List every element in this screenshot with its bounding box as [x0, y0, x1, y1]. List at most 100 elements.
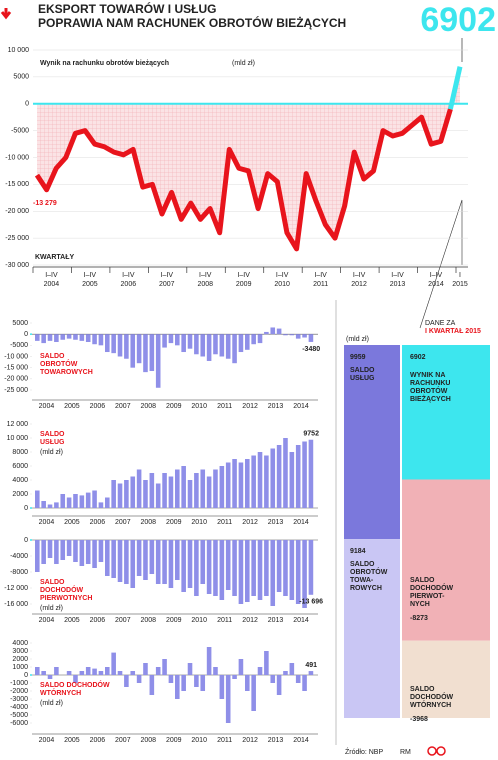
bar — [35, 540, 40, 572]
data-label: -3480 — [302, 346, 320, 353]
bar — [105, 540, 110, 576]
bar — [251, 675, 256, 711]
bar — [168, 334, 174, 344]
stack-segment — [402, 345, 490, 480]
y-tick-label: -5000 — [11, 127, 29, 134]
bar — [136, 540, 142, 576]
bar — [187, 480, 193, 508]
bar — [175, 469, 180, 508]
bar — [111, 480, 116, 508]
panel-title: DOCHODÓW — [40, 585, 84, 594]
y-tick-label: -5000 — [10, 712, 28, 719]
bar — [264, 455, 269, 508]
bar — [79, 495, 85, 508]
data-label: 491 — [305, 662, 317, 669]
bar — [219, 466, 225, 508]
bar — [295, 540, 301, 604]
bar — [308, 671, 314, 675]
bar — [245, 675, 250, 691]
bar — [257, 452, 263, 508]
bar — [136, 675, 142, 683]
bar — [194, 540, 199, 596]
x-tick-label: 2010 — [191, 403, 207, 410]
chart-subtitle: Wynik na rachunku obrotów bieżących — [40, 60, 169, 67]
author: RM — [400, 749, 411, 756]
bar — [289, 452, 295, 508]
bar — [264, 540, 269, 596]
bar — [289, 540, 295, 600]
bar — [66, 671, 72, 675]
x-tick-label: 2012 — [351, 281, 367, 288]
bar — [35, 334, 40, 341]
bar — [41, 540, 46, 564]
bar — [257, 334, 263, 344]
y-tick-label: -25 000 — [4, 387, 28, 394]
unit: (mld zł) — [346, 336, 369, 343]
bar — [225, 540, 231, 590]
bar — [111, 652, 116, 675]
segment-name: OBROTÓW — [350, 567, 388, 576]
y-tick-label: -10 000 — [5, 154, 29, 161]
y-tick-label: -15 000 — [5, 181, 29, 188]
y-tick-label: 6000 — [12, 463, 28, 470]
x-tick-label: 2008 — [140, 617, 156, 624]
connector — [419, 199, 463, 329]
bar — [98, 671, 104, 675]
panel-title: TOWAROWYCH — [40, 369, 93, 376]
x-tick-label: I–IV — [45, 272, 58, 279]
x-tick-label: I–IV — [237, 272, 250, 279]
panel-title: SALDO — [40, 579, 65, 586]
y-tick-label: -2000 — [10, 688, 28, 695]
bar — [92, 668, 97, 675]
bar — [162, 659, 167, 675]
x-tick-label: 2006 — [121, 281, 137, 288]
bar — [92, 540, 97, 568]
bar — [92, 334, 97, 345]
data-label: 9752 — [303, 431, 319, 438]
x-tick-label: 2012 — [242, 737, 258, 744]
x-tick-label: 2013 — [390, 281, 406, 288]
bar — [270, 448, 276, 508]
bar — [257, 540, 263, 600]
bar — [35, 667, 40, 675]
y-tick-label: 0 — [24, 331, 28, 338]
y-tick-label: -15 000 — [4, 365, 28, 372]
x-tick-label: 2009 — [166, 519, 182, 526]
panel-title: SALDO — [40, 353, 65, 360]
bar — [302, 441, 307, 508]
bar — [232, 675, 237, 679]
segment-name: DOCHODÓW — [410, 583, 454, 592]
y-tick-label: -25 000 — [5, 235, 29, 242]
x-tick-label: 2013 — [268, 403, 284, 410]
bar — [219, 540, 225, 600]
bar — [302, 675, 307, 691]
bar — [175, 540, 180, 580]
y-tick-label: 2000 — [12, 491, 28, 498]
x-tick-label: 2007 — [115, 519, 131, 526]
bar — [289, 663, 295, 675]
y-tick-label: -4000 — [10, 704, 28, 711]
bar — [60, 334, 66, 340]
x-tick-label: 2015 — [452, 281, 468, 288]
bar — [245, 334, 250, 350]
bar — [66, 497, 72, 508]
x-tick-label: 2012 — [242, 617, 258, 624]
bar — [155, 667, 161, 675]
y-tick-label: 1000 — [12, 664, 28, 671]
panel-title: USŁUG — [40, 439, 65, 446]
segment-value: -8273 — [410, 615, 428, 622]
x-tick-label: 2007 — [115, 737, 131, 744]
segment-name: SALDO — [350, 367, 375, 374]
bar — [181, 466, 186, 508]
y-tick-label: 0 — [24, 505, 28, 512]
segment-name: USŁUG — [350, 375, 375, 382]
segment-name: ROWYCH — [350, 585, 382, 592]
x-tick-label: 2012 — [242, 403, 258, 410]
bar — [238, 659, 244, 675]
x-tick-label: 2006 — [90, 519, 106, 526]
bar — [283, 540, 288, 596]
segment-value: 6902 — [410, 354, 426, 361]
x-tick-label: I–IV — [430, 272, 443, 279]
y-tick-label: 4000 — [12, 477, 28, 484]
y-tick-label: 3000 — [12, 648, 28, 655]
